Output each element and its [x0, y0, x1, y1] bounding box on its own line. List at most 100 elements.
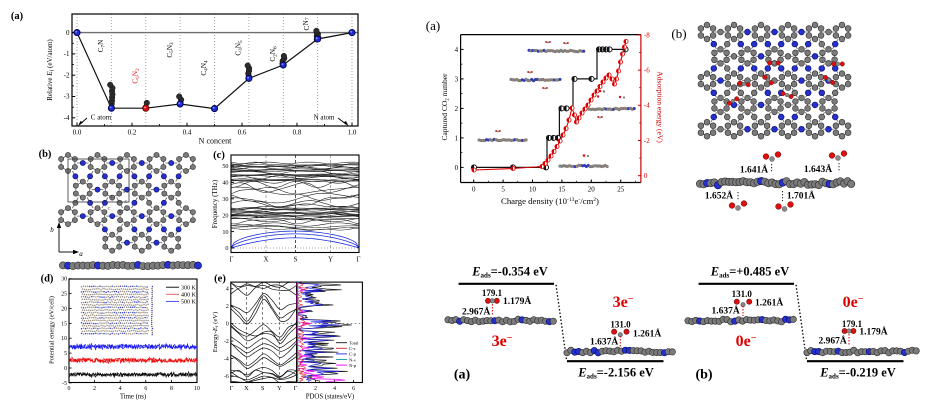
svg-text:C5N3: C5N3: [165, 42, 175, 58]
svg-text:(b): (b): [39, 149, 52, 160]
svg-text:-2: -2: [644, 137, 650, 145]
svg-text:500 K: 500 K: [181, 300, 197, 306]
svg-text:C: C: [111, 194, 114, 199]
svg-text:10: 10: [222, 229, 228, 236]
svg-text:Relative Ef (eV/atom): Relative Ef (eV/atom): [46, 39, 56, 101]
svg-text:179.1: 179.1: [842, 319, 863, 329]
svg-text:(c): (c): [213, 150, 225, 161]
svg-text:2: 2: [314, 386, 317, 392]
svg-text:Frequency (THz): Frequency (THz): [211, 179, 219, 228]
svg-text:0e−: 0e−: [843, 294, 864, 311]
svg-text:4: 4: [119, 386, 122, 392]
svg-text:C6N2: C6N2: [131, 68, 141, 84]
svg-text:1: 1: [455, 134, 459, 142]
svg-text:179.1: 179.1: [482, 288, 503, 298]
svg-text:(d): (d): [41, 274, 54, 285]
svg-text:(e): (e): [214, 274, 226, 285]
svg-text:C: C: [116, 184, 119, 189]
svg-text:131.0: 131.0: [610, 320, 631, 330]
svg-text:Adsorption energy (eV): Adsorption energy (eV): [656, 71, 665, 143]
svg-text:50: 50: [222, 163, 228, 170]
svg-text:-5: -5: [62, 381, 67, 387]
svg-text:CN7: CN7: [301, 17, 311, 30]
svg-text:X: X: [264, 257, 269, 264]
svg-text:0: 0: [472, 186, 476, 194]
svg-text:1.261Å: 1.261Å: [755, 297, 783, 309]
svg-text:0: 0: [226, 322, 229, 328]
svg-text:0: 0: [225, 245, 228, 252]
svg-text:N atom: N atom: [314, 114, 335, 122]
svg-text:2: 2: [93, 386, 96, 392]
svg-text:1.637Å: 1.637Å: [712, 305, 740, 317]
svg-text:300 K: 300 K: [181, 285, 197, 291]
svg-text:(a): (a): [454, 368, 471, 383]
svg-text:2.967Å: 2.967Å: [462, 306, 490, 318]
svg-text:10: 10: [529, 186, 537, 194]
svg-text:400 K: 400 K: [181, 293, 197, 299]
svg-text:20: 20: [588, 186, 596, 194]
svg-text:Eads=-0.219 eV: Eads=-0.219 eV: [819, 366, 896, 381]
svg-text:X: X: [244, 385, 249, 392]
svg-text:Captured CO2 number: Captured CO2 number: [440, 73, 451, 141]
svg-text:30: 30: [222, 196, 228, 203]
svg-text:C7N: C7N: [96, 39, 106, 52]
svg-text:0: 0: [68, 386, 71, 392]
svg-text:3e−: 3e−: [613, 294, 634, 311]
svg-text:10: 10: [61, 336, 67, 342]
svg-text:4: 4: [455, 46, 459, 54]
svg-text:C4N4: C4N4: [199, 60, 209, 76]
svg-text:-6: -6: [224, 374, 229, 380]
svg-text:6: 6: [144, 386, 147, 392]
svg-text:15: 15: [61, 321, 67, 327]
svg-text:(b): (b): [695, 368, 712, 383]
svg-text:C: C: [108, 206, 111, 211]
svg-text:20: 20: [61, 306, 67, 312]
svg-text:131.0: 131.0: [732, 289, 753, 299]
svg-text:-3: -3: [64, 93, 70, 101]
svg-text:40: 40: [222, 180, 228, 187]
svg-text:PDOS (states/eV): PDOS (states/eV): [306, 394, 355, 401]
svg-text:C-p: C-p: [349, 352, 357, 357]
svg-text:(a): (a): [426, 18, 440, 33]
svg-text:25: 25: [617, 186, 625, 194]
svg-text:5: 5: [501, 186, 505, 194]
svg-text:4: 4: [226, 287, 229, 293]
svg-text:Time (ns): Time (ns): [120, 394, 146, 401]
svg-text:C-s: C-s: [349, 346, 356, 351]
svg-text:C3N5: C3N5: [234, 40, 244, 56]
svg-text:Γ: Γ: [357, 257, 361, 264]
svg-text:0.4: 0.4: [183, 129, 192, 137]
svg-text:1.179Å: 1.179Å: [859, 326, 887, 338]
svg-text:0: 0: [66, 29, 70, 37]
svg-text:Eads=-0.354 eV: Eads=-0.354 eV: [471, 265, 548, 280]
svg-text:1.652Å: 1.652Å: [705, 190, 733, 202]
svg-text:-8: -8: [644, 31, 650, 39]
svg-text:0.2: 0.2: [128, 129, 137, 137]
svg-text:-6: -6: [644, 67, 650, 75]
svg-text:Y: Y: [328, 257, 333, 264]
svg-text:-1: -1: [64, 50, 70, 58]
svg-text:6: 6: [352, 386, 355, 392]
svg-text:15: 15: [558, 186, 566, 194]
svg-text:Charge density (10-13e-/cm2): Charge density (10-13e-/cm2): [501, 196, 599, 206]
svg-text:10: 10: [194, 386, 200, 392]
svg-text:8: 8: [170, 386, 173, 392]
svg-text:Potential energy (eV/cell): Potential energy (eV/cell): [49, 296, 56, 364]
svg-text:N: N: [119, 209, 122, 214]
svg-text:(b): (b): [671, 26, 686, 41]
svg-text:Total: Total: [349, 341, 359, 346]
svg-text:0.8: 0.8: [293, 129, 302, 137]
svg-text:30: 30: [61, 277, 67, 283]
svg-text:2: 2: [226, 304, 229, 310]
svg-text:4: 4: [333, 386, 336, 392]
svg-text:N concent: N concent: [199, 137, 232, 146]
svg-text:1.261Å: 1.261Å: [633, 328, 661, 340]
svg-text:(a): (a): [11, 11, 24, 22]
svg-text:-4: -4: [64, 114, 70, 122]
svg-text:N-p: N-p: [349, 363, 357, 368]
svg-text:-4: -4: [224, 356, 229, 362]
svg-text:2: 2: [455, 105, 459, 113]
svg-text:S: S: [294, 257, 298, 264]
svg-text:-4: -4: [644, 102, 650, 110]
svg-text:Eads=-2.156 eV: Eads=-2.156 eV: [577, 366, 654, 381]
